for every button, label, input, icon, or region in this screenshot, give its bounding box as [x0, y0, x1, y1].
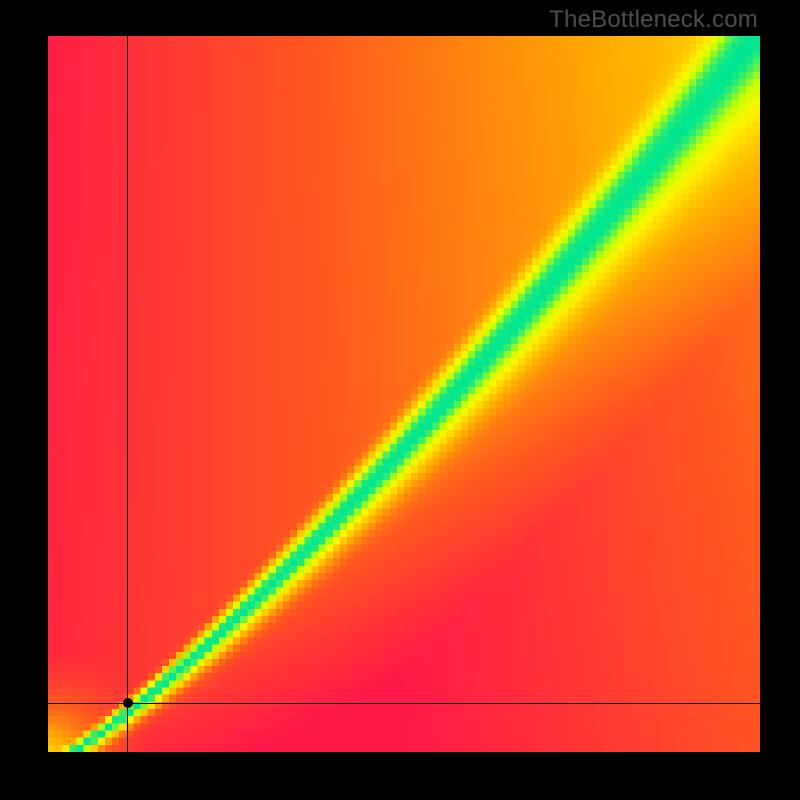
- crosshair-horizontal: [48, 703, 760, 704]
- bottleneck-heatmap: [48, 36, 760, 752]
- watermark-text: TheBottleneck.com: [549, 6, 758, 34]
- chart-root: { "watermark": { "text": "TheBottleneck.…: [0, 0, 800, 800]
- crosshair-vertical: [127, 36, 128, 752]
- crosshair-marker: [123, 698, 133, 708]
